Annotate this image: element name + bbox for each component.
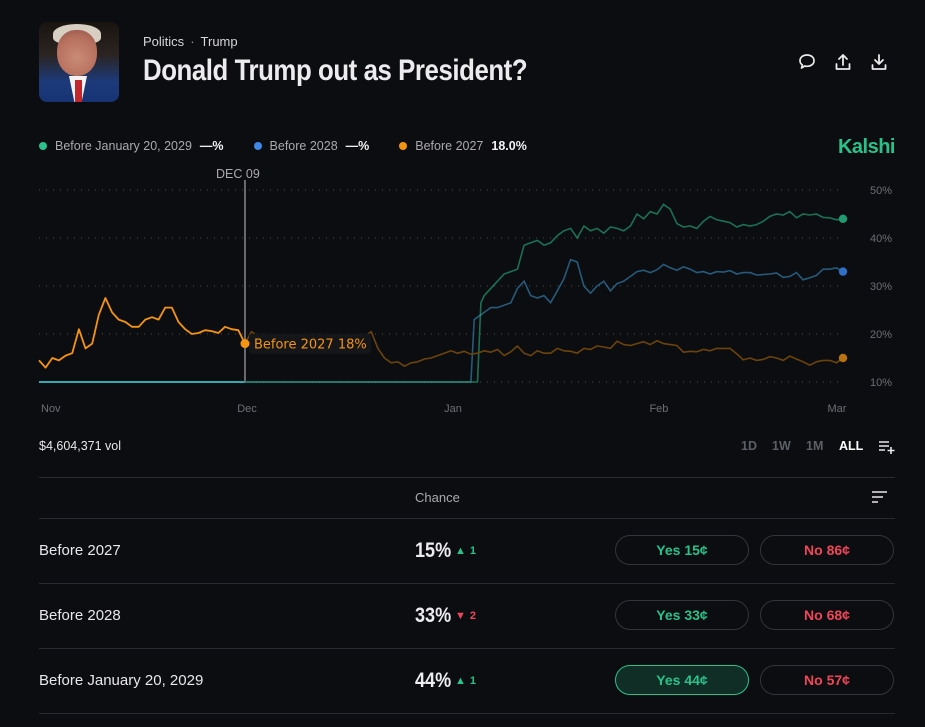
series-end-dot [838, 267, 848, 276]
comment-button[interactable] [795, 50, 819, 74]
triangle-up-icon: ▲ [455, 545, 466, 557]
chance-delta: ▲ 1 [455, 675, 476, 687]
download-icon [871, 54, 887, 70]
triangle-up-icon: ▲ [455, 675, 466, 687]
chance-delta: ▼ 2 [455, 610, 476, 622]
delta-value: 1 [469, 545, 477, 557]
table-row-chance: 33% ▼ 2 [415, 604, 476, 628]
share-button[interactable] [831, 50, 855, 74]
chart-grid [39, 189, 841, 383]
upload-icon [835, 54, 851, 70]
chart-hover-overlay: Before 2027 18% [240, 180, 371, 382]
chance-column-header: Chance [415, 490, 460, 505]
series-end-dot [838, 214, 848, 223]
y-tick-label: 10% [870, 377, 892, 389]
page-title: Donald Trump out as President? [143, 54, 528, 87]
y-tick-label: 30% [870, 281, 892, 293]
sort-icon [872, 491, 887, 503]
series-line-before-2027 [38, 297, 246, 369]
range-all[interactable]: ALL [839, 439, 864, 453]
legend-value: —% [199, 139, 224, 153]
delta-value: 2 [469, 610, 477, 622]
triangle-down-icon: ▼ [455, 610, 466, 622]
legend-dot-2029 [39, 142, 47, 150]
series-end-dot [838, 353, 848, 363]
kalshi-logo: Kalshi [837, 136, 896, 158]
x-tick-label: Dec [237, 403, 257, 415]
chart-legend: Before January 20, 2029 —% Before 2028 —… [39, 139, 557, 153]
breadcrumb-category[interactable]: Politics [143, 34, 185, 49]
legend-label: Before January 20, 2029 [55, 139, 192, 153]
breadcrumb: Politics · Trump [143, 34, 238, 49]
legend-value: —% [345, 139, 370, 153]
legend-dot-2028 [253, 142, 262, 150]
series-line-1-after [39, 258, 844, 383]
x-tick-label: Feb [649, 403, 668, 415]
speech-bubble-icon [799, 54, 815, 69]
range-1w[interactable]: 1W [772, 439, 791, 453]
market-image [39, 22, 119, 102]
legend-item-2027[interactable]: Before 2027 18.0% [399, 139, 527, 153]
legend-item-2029[interactable]: Before January 20, 2029 —% [39, 139, 224, 153]
buy-no-button[interactable]: No 68¢ [760, 600, 894, 630]
range-1m[interactable]: 1M [806, 439, 824, 453]
legend-item-2028[interactable]: Before 2028 —% [253, 139, 370, 153]
legend-label: Before 2027 [415, 139, 484, 153]
volume-text: $4,604,371 vol [39, 439, 122, 453]
divider [39, 477, 895, 478]
y-tick-label: 40% [870, 233, 892, 245]
buy-no-button[interactable]: No 57¢ [760, 665, 894, 695]
outcome-label: Before 2027 [39, 542, 121, 559]
divider [39, 583, 895, 584]
hover-tooltip: Before 2027 18% [254, 338, 367, 353]
x-tick-label: Nov [41, 403, 61, 415]
hover-date-label: DEC 09 [216, 167, 260, 181]
chart-lines [38, 203, 848, 383]
range-1d[interactable]: 1D [741, 439, 757, 453]
legend-label: Before 2028 [269, 139, 338, 153]
legend-dot-2027 [399, 142, 408, 150]
buy-yes-button[interactable]: Yes 44¢ [615, 665, 749, 695]
add-to-list-button[interactable] [878, 439, 896, 460]
buy-no-button[interactable]: No 86¢ [760, 535, 894, 565]
outcome-label: Before 2028 [39, 607, 121, 624]
buy-yes-button[interactable]: Yes 15¢ [615, 535, 749, 565]
x-tick-label: Jan [444, 403, 462, 415]
breadcrumb-separator: · [190, 34, 195, 49]
sort-button[interactable] [871, 490, 889, 509]
outcome-label: Before January 20, 2029 [39, 672, 204, 689]
tooltip-background [248, 333, 371, 354]
y-tick-label: 20% [870, 329, 892, 341]
divider [39, 648, 895, 649]
divider [39, 518, 895, 519]
table-row-chance: 44% ▲ 1 [415, 669, 476, 693]
chance-value: 15% [415, 539, 452, 562]
hover-dot [240, 339, 250, 349]
buy-yes-button[interactable]: Yes 33¢ [615, 600, 749, 630]
series-line-2-after [39, 203, 844, 383]
divider [39, 713, 895, 714]
list-add-icon [879, 441, 895, 454]
y-tick-label: 50% [870, 185, 892, 197]
delta-value: 1 [469, 675, 477, 687]
table-row-chance: 15% ▲ 1 [415, 539, 476, 563]
chance-delta: ▲ 1 [455, 545, 476, 557]
chance-value: 44% [415, 669, 452, 692]
chance-value: 33% [415, 604, 452, 627]
y-axis-ticks: 10% 20% 30% 40% 50% [870, 185, 892, 389]
download-button[interactable] [867, 50, 891, 74]
x-axis-ticks: Nov Dec Jan Feb Mar [41, 403, 847, 415]
price-history-chart[interactable]: 10% 20% 30% 40% 50% Nov Dec Jan Feb Mar Before 2… [0, 180, 925, 420]
x-tick-label: Mar [828, 403, 847, 415]
legend-value: 18.0% [491, 139, 527, 153]
breadcrumb-subcategory[interactable]: Trump [200, 34, 238, 49]
